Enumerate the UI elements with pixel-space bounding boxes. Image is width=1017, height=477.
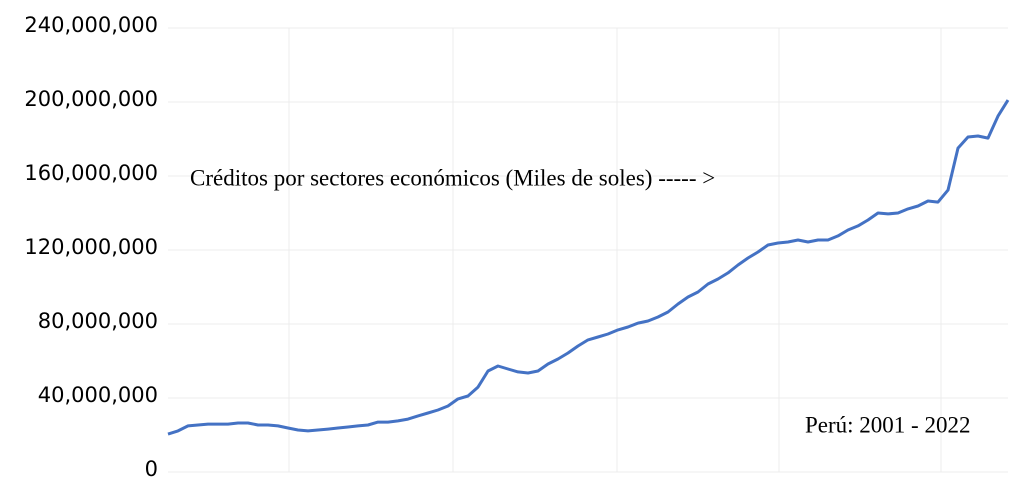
annotation: Créditos por sectores económicos (Miles … (190, 165, 715, 190)
y-tick-label: 160,000,000 (24, 161, 158, 185)
y-tick-label: 40,000,000 (38, 383, 158, 407)
y-tick-label: 80,000,000 (38, 309, 158, 333)
data-line (167, 99, 1010, 436)
annotation: Perú: 2001 - 2022 (805, 412, 970, 437)
vertical-grid (288, 28, 942, 472)
y-tick-label: 120,000,000 (24, 235, 158, 259)
y-tick-label: 200,000,000 (24, 87, 158, 111)
y-tick-label: 240,000,000 (24, 13, 158, 37)
y-tick-label: 0 (145, 457, 158, 477)
